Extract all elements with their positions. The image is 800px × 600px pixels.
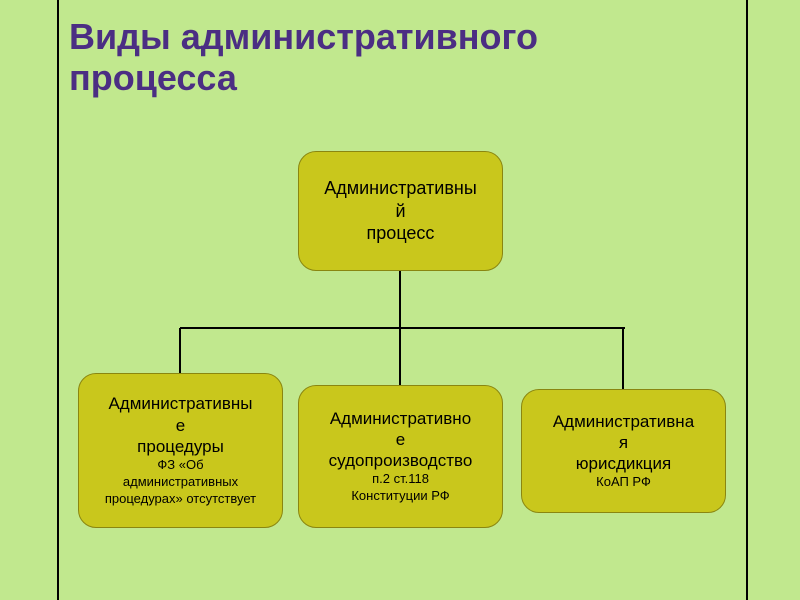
title-line-1: Виды административного [69, 16, 538, 57]
node-court-line-0: Административно [330, 408, 471, 429]
node-jurisdiction-line-1: я [619, 432, 628, 453]
node-procedures-line-2: процедуры [137, 436, 224, 457]
node-procedures-line-3: ФЗ «Об [157, 457, 203, 474]
node-root: Административны й процесс [298, 151, 503, 271]
connector-drop-mid [399, 328, 401, 385]
connector-trunk [399, 271, 401, 328]
node-court-line-1: е [396, 429, 405, 450]
node-court-line-4: Конституции РФ [351, 488, 449, 505]
node-procedures-line-5: процедурах» отсутствует [105, 491, 256, 508]
page-title: Виды административного процесса [59, 0, 746, 99]
node-procedures: Административны е процедуры ФЗ «Об админ… [78, 373, 283, 528]
node-jurisdiction-line-3: КоАП РФ [596, 474, 651, 491]
node-court-line-3: п.2 ст.118 [372, 471, 429, 488]
node-procedures-line-0: Административны [108, 393, 252, 414]
connector-drop-right [622, 328, 624, 389]
node-procedures-line-1: е [176, 415, 185, 436]
connector-hbar [180, 327, 625, 329]
node-root-line-2: процесс [367, 222, 435, 245]
node-court-line-2: судопроизводство [329, 450, 473, 471]
node-jurisdiction: Административна я юрисдикция КоАП РФ [521, 389, 726, 513]
node-jurisdiction-line-2: юрисдикция [576, 453, 672, 474]
node-jurisdiction-line-0: Административна [553, 411, 694, 432]
node-court: Административно е судопроизводство п.2 с… [298, 385, 503, 528]
node-procedures-line-4: административных [123, 474, 238, 491]
node-root-line-1: й [395, 200, 405, 223]
title-line-2: процесса [69, 57, 237, 98]
node-root-line-0: Административны [324, 177, 477, 200]
connector-drop-left [179, 328, 181, 373]
